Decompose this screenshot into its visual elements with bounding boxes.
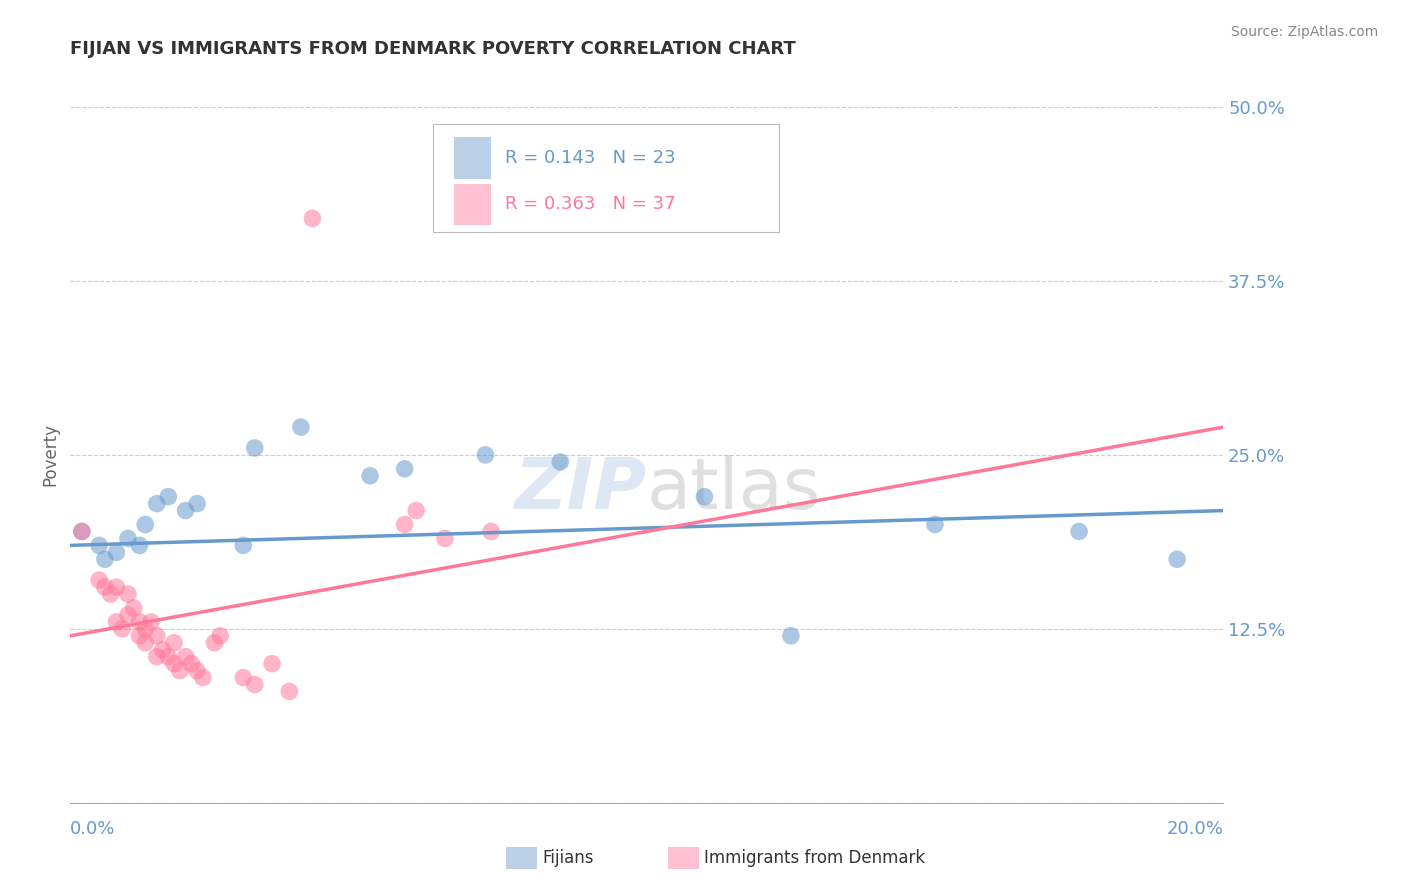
Text: FIJIAN VS IMMIGRANTS FROM DENMARK POVERTY CORRELATION CHART: FIJIAN VS IMMIGRANTS FROM DENMARK POVERT… [70,40,796,58]
Point [550,455,572,469]
Y-axis label: Poverty: Poverty [41,424,59,486]
Point [105,580,128,594]
Point [191,671,214,685]
Point [232,538,254,552]
FancyBboxPatch shape [506,847,537,869]
Point [243,677,266,691]
Point [180,657,202,671]
Point [232,671,254,685]
Point [262,657,284,671]
Point [94,580,117,594]
Point [163,636,186,650]
Point [163,657,186,671]
Point [128,629,150,643]
Point [128,538,150,552]
Point [474,448,496,462]
Point [174,649,197,664]
Point [394,517,416,532]
Text: Fijians: Fijians [543,849,595,867]
Point [278,684,301,698]
Text: ZIP: ZIP [515,455,647,524]
FancyBboxPatch shape [668,847,699,869]
Point [479,524,502,539]
Point [157,649,180,664]
Point [169,664,191,678]
Point [157,490,180,504]
Point [117,607,139,622]
Text: 20.0%: 20.0% [1167,820,1223,838]
Point [693,490,716,504]
Point [100,587,122,601]
FancyBboxPatch shape [433,124,779,232]
Point [394,462,416,476]
Point [70,524,93,539]
Point [122,601,145,615]
Point [139,615,162,629]
Point [117,587,139,601]
Text: R = 0.363   N = 37: R = 0.363 N = 37 [505,195,675,213]
Point [152,642,174,657]
FancyBboxPatch shape [454,184,491,226]
Point [87,573,111,587]
Text: Immigrants from Denmark: Immigrants from Denmark [704,849,925,867]
Point [204,636,226,650]
Point [105,545,128,559]
Point [186,497,208,511]
Point [301,211,323,226]
Point [405,503,427,517]
Point [434,532,457,546]
Point [186,664,208,678]
FancyBboxPatch shape [454,137,491,178]
Point [924,517,946,532]
Point [359,468,381,483]
Point [243,441,266,455]
Point [1166,552,1188,566]
Point [134,636,156,650]
Point [146,649,169,664]
Point [209,629,232,643]
Point [146,497,169,511]
Text: R = 0.143   N = 23: R = 0.143 N = 23 [505,149,675,167]
Text: 0.0%: 0.0% [70,820,115,838]
Point [146,629,169,643]
Point [128,615,150,629]
Point [87,538,111,552]
Point [780,629,803,643]
Point [134,517,156,532]
Text: atlas: atlas [647,455,821,524]
Point [290,420,312,434]
Point [134,622,156,636]
Point [111,622,134,636]
Point [1069,524,1091,539]
Point [105,615,128,629]
Point [117,532,139,546]
Point [174,503,197,517]
Point [70,524,93,539]
Point [94,552,117,566]
Text: Source: ZipAtlas.com: Source: ZipAtlas.com [1230,25,1378,39]
